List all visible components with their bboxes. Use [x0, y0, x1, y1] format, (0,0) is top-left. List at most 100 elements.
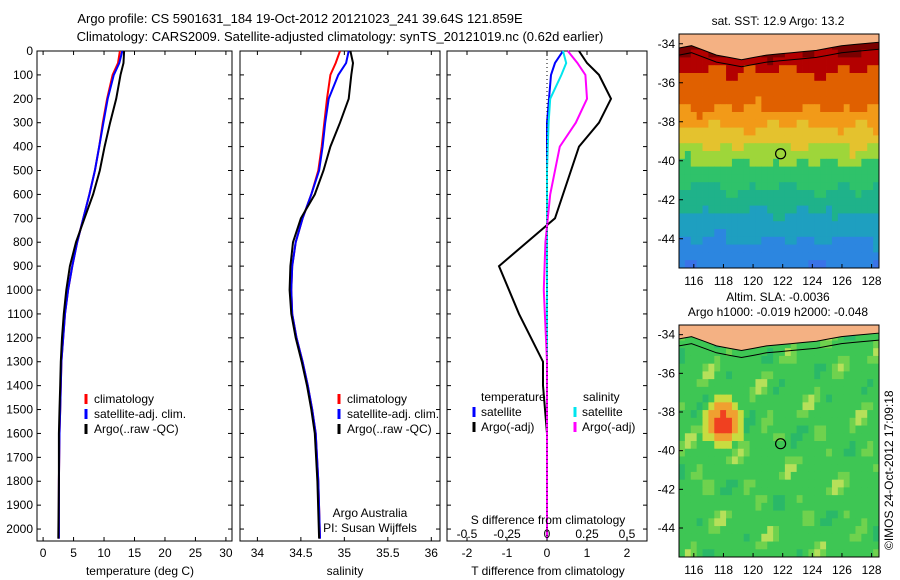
p-sst-cell	[790, 229, 798, 238]
p-sla-cell	[679, 471, 686, 481]
p-sla-cell	[708, 441, 715, 450]
p-sla-cell	[849, 549, 856, 558]
p-sla-cell	[684, 433, 692, 442]
p-sla-cell	[814, 425, 821, 434]
p-sst-cell	[720, 135, 727, 144]
p-sst-cell	[837, 244, 845, 253]
p-sla-cell	[755, 363, 762, 372]
p-sst-cell	[826, 205, 833, 214]
p-sla-cell	[755, 379, 762, 388]
p-sst-cell	[690, 143, 698, 152]
p-sst-cell	[731, 236, 739, 245]
p-sla-cell	[761, 348, 768, 357]
figure-title-line1: Argo profile: CS 5901631_184 19-Oct-2012…	[77, 11, 523, 26]
p-sla-cell	[849, 495, 856, 504]
p-sst-cell	[802, 205, 809, 214]
p-sst-cell	[749, 190, 756, 199]
p-sla-cell	[755, 410, 762, 419]
p-sst-cell	[855, 182, 862, 191]
p-sla-cell	[726, 549, 733, 558]
p-sst-cell	[861, 135, 868, 144]
p-sla-cell	[814, 487, 821, 496]
p-sst-cell	[731, 73, 739, 82]
p-sst-cell	[861, 221, 868, 230]
p-sst-cell	[743, 112, 750, 121]
p-sst-cell	[867, 174, 874, 183]
p-sla-cell	[808, 425, 815, 434]
p-sst-cell	[802, 65, 809, 74]
p-sla-cell	[855, 363, 862, 372]
p-sst-cell	[867, 151, 874, 160]
p-sla-ytick-label: -42	[658, 482, 676, 496]
p-sst-ytick-label: -44	[658, 232, 676, 246]
p-sst-cell	[790, 166, 798, 175]
p-sla-cell	[761, 502, 768, 511]
p-sla-cell	[720, 348, 727, 357]
p-sst-cell	[796, 112, 803, 121]
p-sst-cell	[826, 119, 833, 128]
p-sst-cell	[696, 112, 703, 121]
p-sst-cell	[784, 65, 792, 74]
p-sla-cell	[831, 402, 839, 411]
p-sst-cell	[814, 135, 821, 144]
p-sst-cell	[826, 88, 833, 97]
p-sst-cell	[761, 158, 768, 167]
p-sst-cell	[861, 41, 868, 50]
p-sla-cell	[702, 379, 709, 388]
p-sla-cell	[820, 456, 827, 465]
p-sla-cell	[837, 363, 845, 372]
p-sla-cell	[867, 363, 874, 372]
p-sla-cell	[702, 471, 709, 481]
p-sla-cell	[784, 340, 792, 349]
p-sst-ytick-label: -40	[658, 154, 676, 168]
p-sla-cell	[784, 425, 792, 434]
p-sla-cell	[861, 479, 868, 488]
p-sst-cell	[790, 182, 798, 191]
sst-map-panel: 116 118 120 122 124 126 128-34-36-38-40-42-44	[658, 33, 882, 288]
p-sst-cell	[820, 244, 827, 253]
p-sla-cell	[749, 386, 756, 395]
p-sla-cell	[861, 448, 868, 457]
p-sst-cell	[714, 88, 721, 97]
p-sst-cell	[696, 260, 703, 269]
p-sst-cell	[720, 88, 727, 97]
p-sla-cell	[726, 471, 733, 481]
p-sst-cell	[714, 151, 721, 160]
p-sst-cell	[696, 158, 703, 167]
p-sla-cell	[855, 425, 862, 434]
p-sst-cell	[843, 151, 850, 160]
p-sst-cell	[767, 127, 774, 136]
p-sst-cell	[861, 182, 868, 191]
p-sla-cell	[749, 502, 756, 511]
p-sst-cell	[743, 73, 750, 82]
p-sst-cell	[808, 236, 815, 245]
p-sla-cell	[726, 456, 733, 465]
p-sst-cell	[867, 80, 874, 89]
p-sla-cell	[820, 433, 827, 442]
p-sst-cell	[749, 96, 756, 105]
p-sst-cell	[837, 182, 845, 191]
p-sla-cell	[820, 363, 827, 372]
p-sst-cell	[796, 229, 803, 238]
p-sst-cell	[820, 127, 827, 136]
p-sla-cell	[749, 487, 756, 496]
p-sst-cell	[708, 80, 715, 89]
p-sla-cell	[679, 417, 686, 426]
p-sst-cell	[849, 119, 856, 128]
p-sst-cell	[843, 49, 850, 58]
p-sla-cell	[679, 355, 686, 365]
p-sst-cell	[802, 143, 809, 152]
p-sst-cell	[773, 88, 780, 97]
p-sst-cell	[720, 213, 727, 222]
p-temp-ytick-label: 700	[13, 211, 33, 225]
p-sla-cell	[820, 348, 827, 357]
p-sst-cell	[743, 96, 750, 105]
p-sla-ytick-label: -34	[658, 328, 676, 342]
p-sla-cell	[720, 441, 727, 450]
p-sst-cell	[773, 73, 780, 82]
p-sla-cell	[808, 340, 815, 349]
p-sst-cell	[702, 135, 709, 144]
p-sst-cell	[873, 190, 880, 199]
p-sla-cell	[714, 433, 721, 442]
p-sla-cell	[767, 456, 774, 465]
